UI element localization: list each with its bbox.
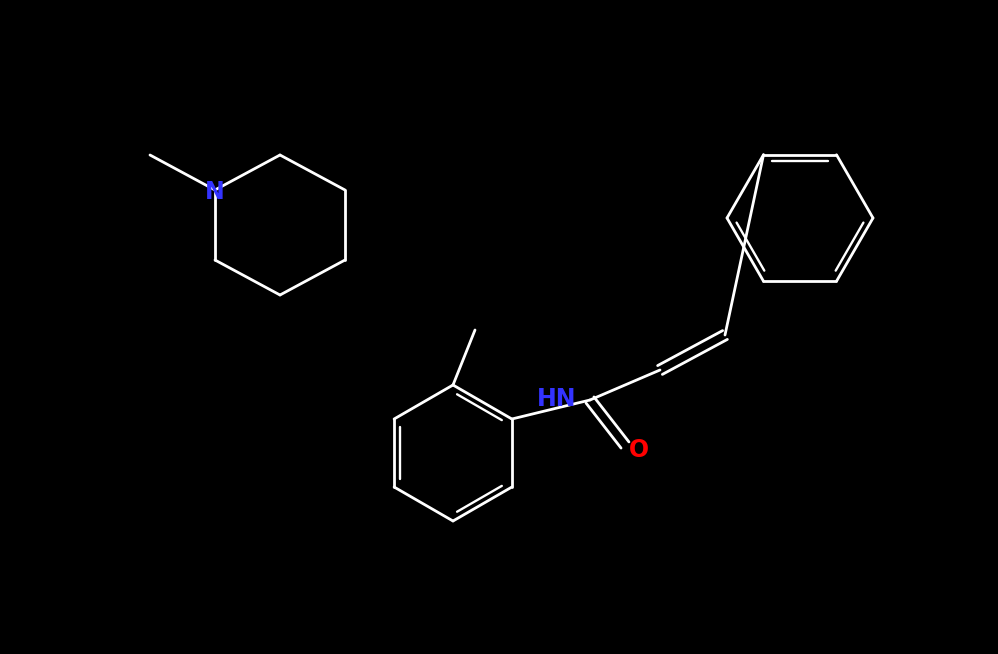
Text: N: N bbox=[206, 180, 225, 204]
Text: O: O bbox=[629, 438, 649, 462]
Text: HN: HN bbox=[537, 387, 577, 411]
